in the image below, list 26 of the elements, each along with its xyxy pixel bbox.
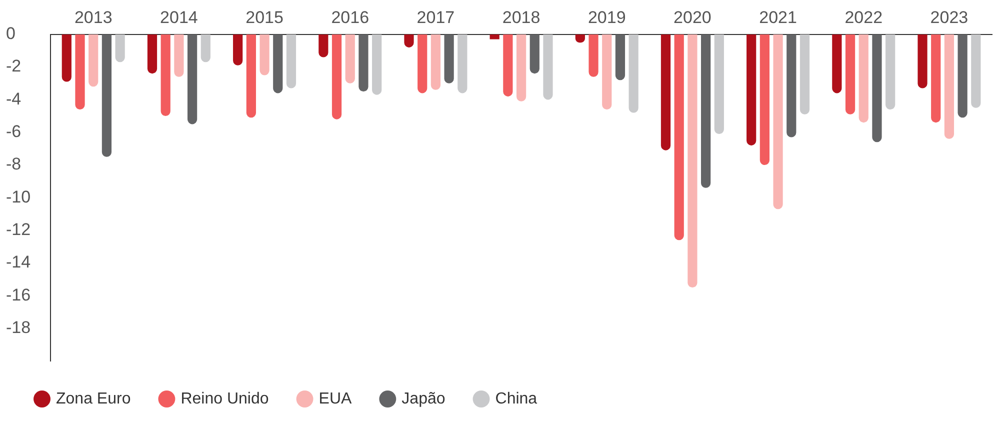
x-tick-label: 2019 xyxy=(588,8,626,27)
y-tick-label: -2 xyxy=(6,56,22,76)
legend-label: Zona Euro xyxy=(56,390,131,408)
y-tick-label: -14 xyxy=(6,252,31,272)
y-tick-label: -10 xyxy=(6,187,31,206)
x-tick-label: 2015 xyxy=(246,8,284,27)
x-tick-label: 2017 xyxy=(416,8,455,27)
legend-label: Japão xyxy=(402,390,446,408)
y-tick-label: -16 xyxy=(6,285,31,304)
legend-label: EUA xyxy=(318,390,352,408)
y-tick-label: -12 xyxy=(6,220,31,240)
x-tick-label: 2014 xyxy=(160,8,198,27)
x-tick-label: 2018 xyxy=(502,8,540,27)
y-tick-label: -18 xyxy=(6,318,31,338)
x-tick-label: 2016 xyxy=(331,8,370,27)
x-tick-label: 2022 xyxy=(844,8,883,27)
x-tick-label: 2013 xyxy=(74,8,112,27)
y-tick-label: 0 xyxy=(6,24,16,44)
x-tick-label: 2020 xyxy=(674,8,712,27)
legend-label: Reino Unido xyxy=(180,390,269,408)
x-tick-label: 2021 xyxy=(759,8,797,27)
y-tick-label: -4 xyxy=(6,89,22,108)
legend-label: China xyxy=(495,390,538,408)
y-tick-label: -6 xyxy=(6,122,22,142)
y-tick-label: -8 xyxy=(6,154,22,174)
x-tick-label: 2023 xyxy=(930,8,968,27)
